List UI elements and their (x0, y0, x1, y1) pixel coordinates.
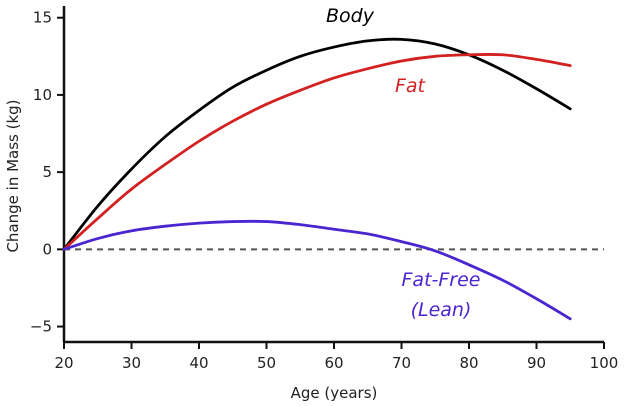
y-tick-label: 5 (42, 163, 52, 181)
x-tick-label: 20 (54, 354, 73, 372)
x-tick-label: 50 (257, 354, 276, 372)
x-tick-label: 100 (590, 354, 619, 372)
fat-series-line (62, 52, 572, 251)
y-tick-label: 0 (42, 240, 52, 258)
fat-free-series-label-line2: (Lean) (411, 299, 472, 321)
series-labels: Body Fat Fat-Free (Lean) (326, 5, 480, 321)
x-tick-label: 80 (459, 354, 478, 372)
x-tick-label: 30 (122, 354, 141, 372)
body-series-line (62, 37, 572, 251)
fat-series-label: Fat (395, 75, 427, 97)
y-tick-label: −5 (30, 318, 52, 336)
body-series-label: Body (326, 5, 375, 27)
x-tick-label: 90 (527, 354, 546, 372)
y-tick-label: 15 (33, 9, 52, 27)
x-tick-label: 70 (392, 354, 411, 372)
x-tick-label: 40 (189, 354, 208, 372)
x-axis-title: Age (years) (291, 384, 378, 402)
series-lines (62, 37, 572, 321)
fat-free-series-label: Fat-Free (402, 269, 481, 291)
fat-free-series-line (62, 219, 572, 321)
x-tick-label: 60 (324, 354, 343, 372)
axes: −5 0 5 10 15 20 30 40 50 60 70 80 90 100 (30, 6, 618, 372)
y-tick-label: 10 (33, 86, 52, 104)
y-axis-title: Change in Mass (kg) (4, 99, 22, 252)
